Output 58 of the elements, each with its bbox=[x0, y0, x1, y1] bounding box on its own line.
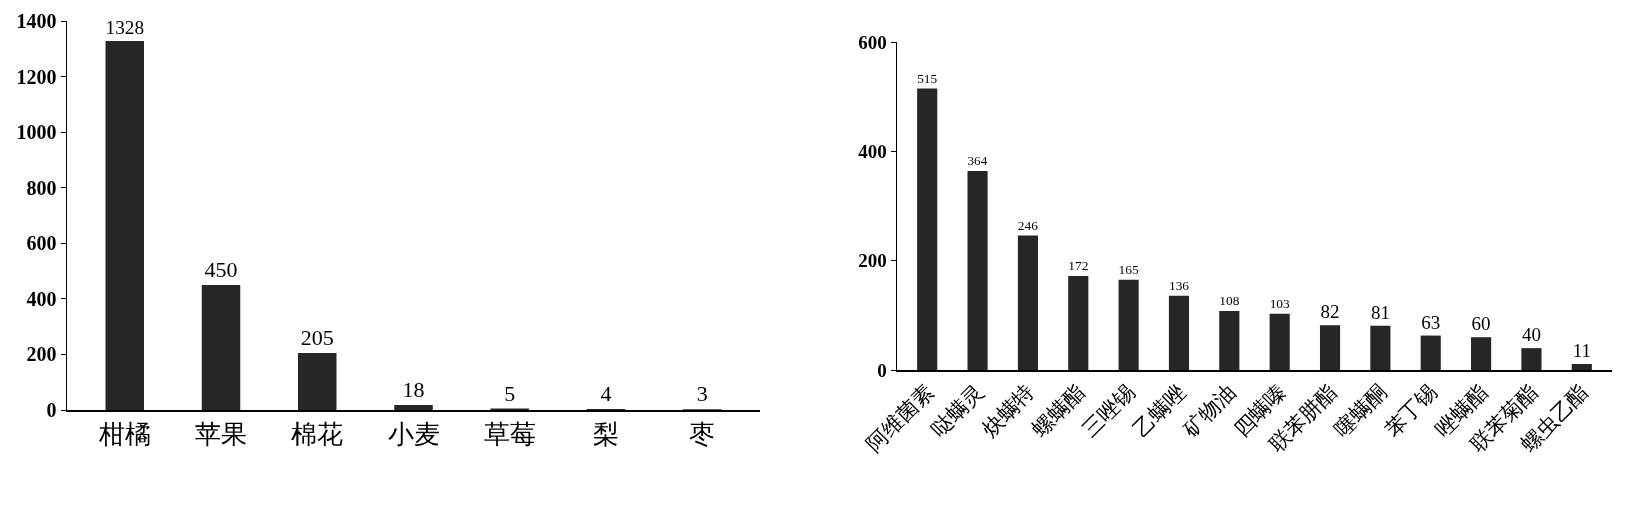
data-label: 172 bbox=[1068, 258, 1089, 274]
bar bbox=[1370, 325, 1391, 370]
y-tick-label: 600 bbox=[26, 232, 57, 255]
y-tick-label: 1400 bbox=[16, 10, 57, 32]
bar bbox=[105, 41, 144, 410]
y-tick-label: 400 bbox=[26, 287, 57, 310]
data-label: 4 bbox=[600, 380, 612, 406]
data-label: 165 bbox=[1118, 261, 1139, 277]
data-label: 515 bbox=[917, 70, 938, 86]
data-label: 11 bbox=[1572, 339, 1591, 361]
x-tick-label: 柑橘 bbox=[97, 419, 151, 449]
data-label: 82 bbox=[1320, 301, 1340, 323]
y-tick-label: 800 bbox=[26, 176, 57, 199]
data-label: 246 bbox=[1017, 217, 1039, 233]
bar bbox=[1521, 348, 1542, 370]
x-tick-label: 草莓 bbox=[483, 419, 536, 449]
x-tick-label: 苹果 bbox=[195, 419, 247, 449]
x-tick-label: 梨 bbox=[593, 419, 619, 449]
data-label: 136 bbox=[1168, 277, 1190, 293]
y-tick-label: 400 bbox=[858, 140, 887, 162]
y-tick-label: 1000 bbox=[16, 121, 57, 144]
bar bbox=[1471, 337, 1492, 370]
data-label: 63 bbox=[1421, 311, 1441, 333]
x-tick-label: 棉花 bbox=[291, 419, 344, 449]
bar bbox=[1269, 313, 1290, 370]
data-label: 103 bbox=[1269, 295, 1291, 311]
bar bbox=[1319, 325, 1341, 370]
y-tick-label: 200 bbox=[26, 343, 57, 366]
data-label: 108 bbox=[1219, 293, 1240, 309]
bar bbox=[967, 171, 988, 370]
bar bbox=[1017, 235, 1038, 370]
x-tick-label: 枣 bbox=[689, 419, 716, 449]
data-label: 450 bbox=[204, 256, 238, 282]
data-label: 3 bbox=[696, 381, 708, 407]
bar bbox=[1219, 310, 1240, 370]
bar bbox=[201, 284, 241, 410]
data-label: 364 bbox=[967, 153, 988, 169]
data-label: 60 bbox=[1471, 313, 1491, 335]
bar bbox=[1420, 335, 1441, 370]
bar bbox=[394, 405, 433, 410]
x-tick-label: 小麦 bbox=[387, 419, 440, 449]
y-tick-label: 1200 bbox=[16, 65, 57, 88]
data-label: 18 bbox=[402, 377, 425, 402]
data-label: 5 bbox=[504, 380, 516, 406]
bar bbox=[1068, 275, 1089, 370]
y-tick-label: 600 bbox=[858, 31, 887, 53]
data-label: 40 bbox=[1521, 324, 1541, 346]
data-label: 205 bbox=[300, 325, 334, 351]
bar bbox=[917, 88, 938, 370]
y-tick-label: 0 bbox=[46, 399, 57, 421]
y-tick-label: 200 bbox=[858, 250, 887, 272]
y-tick-label: 0 bbox=[877, 359, 887, 381]
bar bbox=[1571, 363, 1592, 370]
bar bbox=[1168, 295, 1190, 370]
data-label: 81 bbox=[1370, 301, 1390, 323]
bar bbox=[1118, 279, 1139, 370]
bar bbox=[298, 353, 337, 410]
data-label: 1328 bbox=[105, 16, 144, 38]
